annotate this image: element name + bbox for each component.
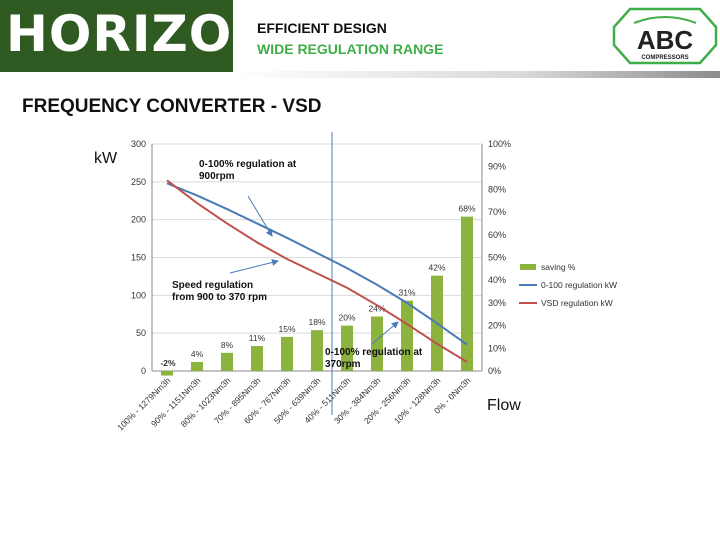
left-axis-unit: kW xyxy=(94,150,118,167)
y-left-tick-label: 100 xyxy=(131,290,146,300)
saving-data-label: 4% xyxy=(191,349,204,359)
legend-label: saving % xyxy=(541,262,576,272)
line-0-100-regulation xyxy=(166,182,468,346)
saving-data-label: 24% xyxy=(368,304,385,314)
y-right-tick-label: 70% xyxy=(488,207,506,217)
svg-text:COMPRESSORS: COMPRESSORS xyxy=(641,55,688,61)
y-left-tick-label: 250 xyxy=(131,177,146,187)
saving-bar xyxy=(311,330,323,371)
y-left-tick-label: 50 xyxy=(136,328,146,338)
annotation-text: Speed regulation xyxy=(172,280,253,291)
annotation-text: 0-100% regulation at xyxy=(325,347,423,358)
header-divider xyxy=(233,71,720,78)
y-left-tick-label: 0 xyxy=(141,366,146,376)
saving-bar xyxy=(161,371,173,376)
y-right-tick-label: 80% xyxy=(488,184,506,194)
y-left-tick-label: 200 xyxy=(131,215,146,225)
legend-label: 0-100 regulation kW xyxy=(541,280,617,290)
saving-bar xyxy=(221,352,233,371)
saving-data-label: 18% xyxy=(308,317,325,327)
bottom-axis-unit: Flow xyxy=(487,397,521,414)
saving-bar xyxy=(281,336,293,371)
annotation-arrow xyxy=(247,195,273,237)
saving-data-label: 68% xyxy=(458,204,475,214)
annotation-arrow xyxy=(371,321,399,345)
annotation-text: 370rpm xyxy=(325,359,361,370)
y-right-tick-label: 30% xyxy=(488,298,506,308)
y-left-tick-label: 150 xyxy=(131,253,146,263)
saving-data-label: 31% xyxy=(398,288,415,298)
legend-swatch-bar xyxy=(520,264,536,270)
saving-bar xyxy=(461,216,473,371)
saving-data-label: 11% xyxy=(249,333,266,343)
tagline-primary: EFFICIENT DESIGN xyxy=(257,20,387,36)
x-tick-label: 100% - 1279Nm3h xyxy=(115,375,172,432)
annotation-text: 0-100% regulation at xyxy=(199,159,297,170)
saving-data-label: 42% xyxy=(428,263,445,273)
svg-text:ABC: ABC xyxy=(637,25,694,55)
y-right-tick-label: 60% xyxy=(488,230,506,240)
y-right-tick-label: 90% xyxy=(488,162,506,172)
saving-bar xyxy=(371,316,383,371)
line-vsd-regulation xyxy=(166,179,468,363)
y-left-tick-label: 300 xyxy=(131,139,146,149)
saving-data-label: 20% xyxy=(338,313,355,323)
annotation-arrow xyxy=(229,259,279,274)
brand-logo-block: HORIZON xyxy=(0,0,274,72)
y-right-tick-label: 20% xyxy=(488,321,506,331)
y-right-tick-label: 10% xyxy=(488,343,506,353)
page-title: FREQUENCY CONVERTER - VSD xyxy=(22,96,322,117)
saving-bar xyxy=(341,325,353,371)
brand-logo: HORIZON xyxy=(6,5,276,63)
y-right-tick-label: 100% xyxy=(488,139,511,149)
y-right-tick-label: 40% xyxy=(488,275,506,285)
y-right-tick-label: 50% xyxy=(488,253,506,263)
company-logo-icon: ABC COMPRESSORS xyxy=(612,7,718,65)
legend-label: VSD regulation kW xyxy=(541,298,613,308)
header-bar: HORIZON EFFICIENT DESIGN WIDE REGULATION… xyxy=(0,0,720,78)
saving-data-label: -2% xyxy=(160,358,176,368)
y-right-tick-label: 0% xyxy=(488,366,501,376)
annotation-text: from 900 to 370 rpm xyxy=(172,292,267,303)
saving-bar xyxy=(191,361,203,371)
saving-data-label: 15% xyxy=(278,324,295,334)
saving-bar xyxy=(251,346,263,371)
saving-bar xyxy=(401,300,413,371)
saving-data-label: 8% xyxy=(221,340,234,350)
annotation-text: 900rpm xyxy=(199,171,235,182)
tagline-secondary: WIDE REGULATION RANGE xyxy=(257,41,444,57)
